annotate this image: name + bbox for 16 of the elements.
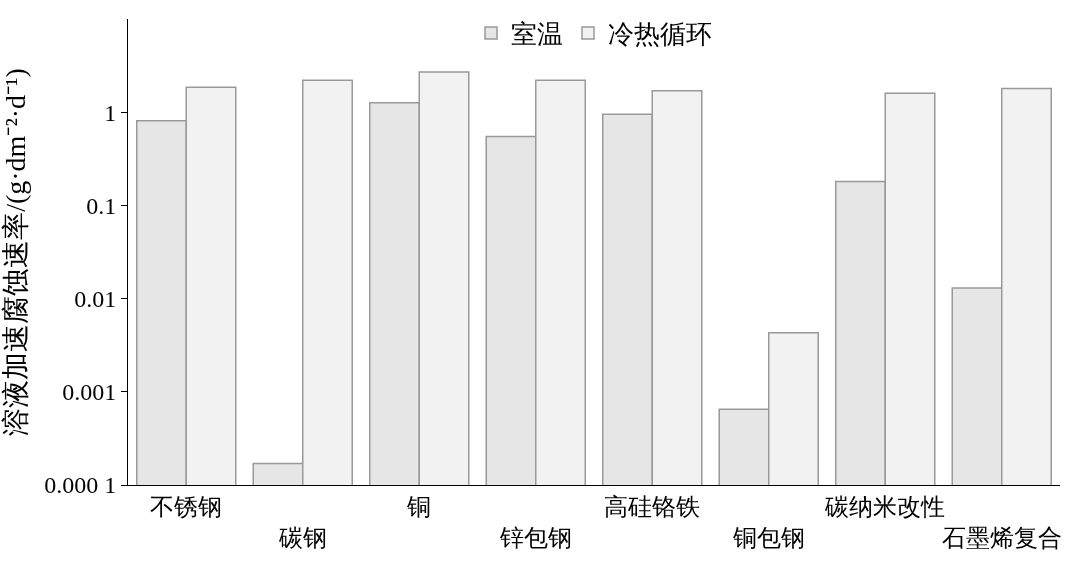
y-tick-label: 1 [104, 99, 117, 126]
x-tick-label: 铜包钢 [731, 525, 805, 551]
y-tick-label: 0.000 1 [44, 472, 117, 499]
x-tick-label: 锌包钢 [498, 525, 572, 551]
x-tick-label: 石墨烯复合 [941, 525, 1062, 551]
y-tick-label: 0.01 [74, 286, 117, 312]
y-tick-label: 0.001 [62, 379, 117, 406]
legend-label: 室温 [511, 20, 563, 50]
legend-label: 冷热循环 [608, 20, 712, 50]
x-tick-label: 不锈钢 [150, 493, 223, 520]
x-tick-label: 碳钢 [277, 525, 327, 551]
y-axis-title: 溶液加速腐蚀速率/(g·dm⁻²·d⁻¹) [0, 68, 31, 436]
x-tick-label: 铜 [406, 493, 432, 520]
x-tick-label: 碳纳米改性 [824, 493, 946, 520]
x-tick-label: 高硅铬铁 [604, 493, 701, 520]
y-tick-label: 0.1 [86, 192, 117, 219]
